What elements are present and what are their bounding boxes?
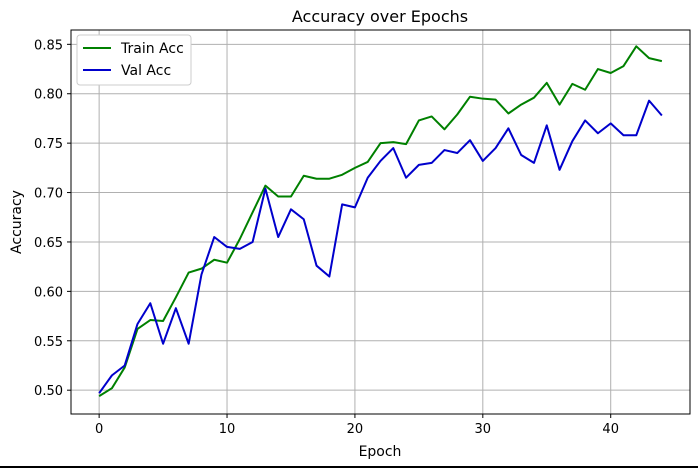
- bottom-border: [0, 466, 698, 468]
- y-tick-label: 0.85: [34, 38, 63, 53]
- axis-ticks: 0 10 20 30 40 0.50 0.55 0.60 0.65 0.70 0.75 0.80 0.8…: [34, 38, 619, 437]
- plot-frame: [70, 29, 691, 415]
- y-tick-label: 0.75: [34, 137, 63, 152]
- x-tick-label: 30: [475, 422, 492, 437]
- x-tick-label: 20: [347, 422, 364, 437]
- y-tick-label: 0.60: [34, 285, 63, 300]
- legend-label-train: Train Acc: [120, 41, 184, 57]
- y-tick-label: 0.65: [34, 236, 63, 251]
- y-tick-label: 0.55: [34, 335, 63, 350]
- train-acc-line: [98, 45, 663, 397]
- y-axis-label: Accuracy: [9, 190, 25, 254]
- y-tick-label: 0.80: [34, 88, 63, 103]
- y-tick-label: 0.50: [34, 384, 63, 399]
- grid: [71, 30, 690, 414]
- x-tick-label: 10: [219, 422, 236, 437]
- y-tick-label: 0.70: [34, 187, 63, 202]
- legend-label-val: Val Acc: [121, 63, 171, 79]
- val-acc-line: [98, 99, 663, 394]
- x-tick-label: 40: [602, 422, 619, 437]
- x-tick-label: 0: [95, 422, 103, 437]
- chart-title: Accuracy over Epochs: [292, 7, 468, 26]
- x-axis-label: Epoch: [359, 444, 402, 460]
- legend: Train Acc Val Acc: [76, 34, 192, 86]
- series-lines: [98, 45, 663, 397]
